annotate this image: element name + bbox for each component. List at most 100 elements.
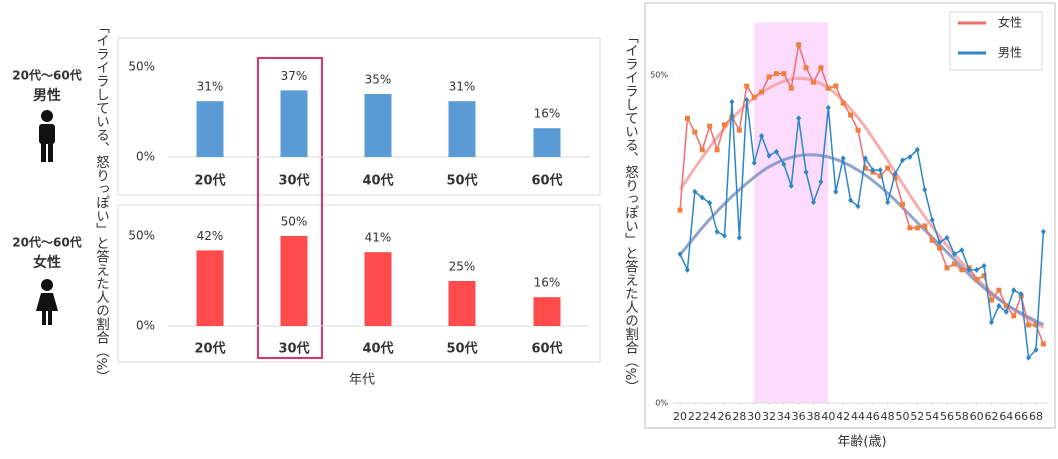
point <box>899 157 905 164</box>
group-subtitle: 20代～60代 <box>12 68 81 83</box>
point <box>862 165 868 171</box>
bar <box>448 281 476 326</box>
x-tick-label: 66 <box>1014 410 1028 423</box>
x-tick-label: 60代 <box>531 173 562 189</box>
point <box>848 197 854 204</box>
point <box>796 42 802 48</box>
x-tick-label: 28 <box>732 410 746 423</box>
highlight-box <box>257 57 323 359</box>
x-tick-label: 42 <box>836 410 850 423</box>
point <box>951 261 957 267</box>
point <box>959 247 965 254</box>
legend-box <box>949 11 1043 71</box>
x-tick-label: 62 <box>984 410 998 423</box>
point <box>1026 322 1032 328</box>
x-tick-label: 30代 <box>278 173 309 189</box>
point <box>966 266 972 273</box>
point <box>974 266 980 273</box>
point <box>862 155 868 162</box>
x-axis-label: 年代 <box>349 373 375 388</box>
point <box>899 201 905 207</box>
x-tick-label: 40代 <box>362 341 393 357</box>
x-tick-label: 32 <box>762 410 776 423</box>
female-icon <box>36 279 58 325</box>
point <box>803 169 809 176</box>
point <box>788 85 794 91</box>
x-tick-label: 24 <box>703 410 717 423</box>
bar <box>533 297 561 326</box>
point <box>833 83 839 89</box>
panel-frame <box>117 37 601 196</box>
point <box>922 223 928 229</box>
data-label: 50% <box>281 215 308 229</box>
point <box>885 165 891 171</box>
point <box>848 112 854 118</box>
x-tick-label: 40 <box>821 410 835 423</box>
point <box>744 83 750 89</box>
x-tick-label: 64 <box>999 410 1013 423</box>
male-icon <box>39 110 55 162</box>
point <box>877 167 883 174</box>
point <box>1011 287 1017 294</box>
point <box>707 123 713 129</box>
x-tick-label: 20 <box>673 410 687 423</box>
y-tick-label: 50% <box>128 229 155 243</box>
point <box>1033 346 1039 353</box>
x-tick-label: 52 <box>910 410 924 423</box>
data-label: 16% <box>534 276 561 290</box>
point <box>729 98 735 105</box>
bar <box>280 90 308 157</box>
point <box>840 155 846 162</box>
data-label: 31% <box>449 80 476 94</box>
point <box>988 297 994 303</box>
point <box>825 104 831 111</box>
panel-frame <box>117 204 601 363</box>
x-tick-label: 40代 <box>362 173 393 189</box>
x-tick-label: 60代 <box>531 341 562 357</box>
point <box>840 100 846 106</box>
point <box>1003 303 1009 309</box>
y-tick-label: 0% <box>136 150 155 164</box>
point <box>736 234 742 241</box>
point <box>773 71 779 77</box>
point <box>781 161 787 168</box>
point <box>870 167 876 174</box>
point <box>811 79 817 85</box>
y-tick-label: 50% <box>650 71 668 80</box>
point <box>722 232 728 239</box>
bar <box>448 101 476 157</box>
point <box>803 65 809 71</box>
bar <box>196 250 224 326</box>
point <box>773 148 779 155</box>
point <box>892 171 898 178</box>
point <box>699 147 705 153</box>
x-tick-label: 58 <box>955 410 969 423</box>
group-subtitle: 20代～60代 <box>12 235 81 250</box>
data-label: 42% <box>197 229 224 243</box>
x-tick-label: 30代 <box>278 341 309 357</box>
bar <box>196 101 224 157</box>
x-tick-label: 48 <box>881 410 895 423</box>
point <box>1003 308 1009 315</box>
point <box>855 127 861 133</box>
point <box>929 237 935 243</box>
legend-label: 男性 <box>998 46 1022 60</box>
point <box>1011 313 1017 319</box>
bar <box>364 94 392 157</box>
point <box>766 74 772 80</box>
point <box>907 154 913 160</box>
x-tick-label: 20代 <box>194 341 225 357</box>
bar <box>280 236 308 326</box>
point <box>766 152 772 159</box>
point <box>707 199 713 206</box>
point <box>722 122 728 128</box>
bar <box>533 128 561 157</box>
data-label: 16% <box>534 107 561 121</box>
point <box>988 319 994 326</box>
y-axis-label: 「イライラしている、怒りっぽい」と答えた人の割合（%） <box>622 30 639 394</box>
point <box>1033 322 1039 328</box>
x-tick-label: 22 <box>688 410 702 423</box>
point <box>714 147 720 153</box>
point <box>796 115 802 122</box>
